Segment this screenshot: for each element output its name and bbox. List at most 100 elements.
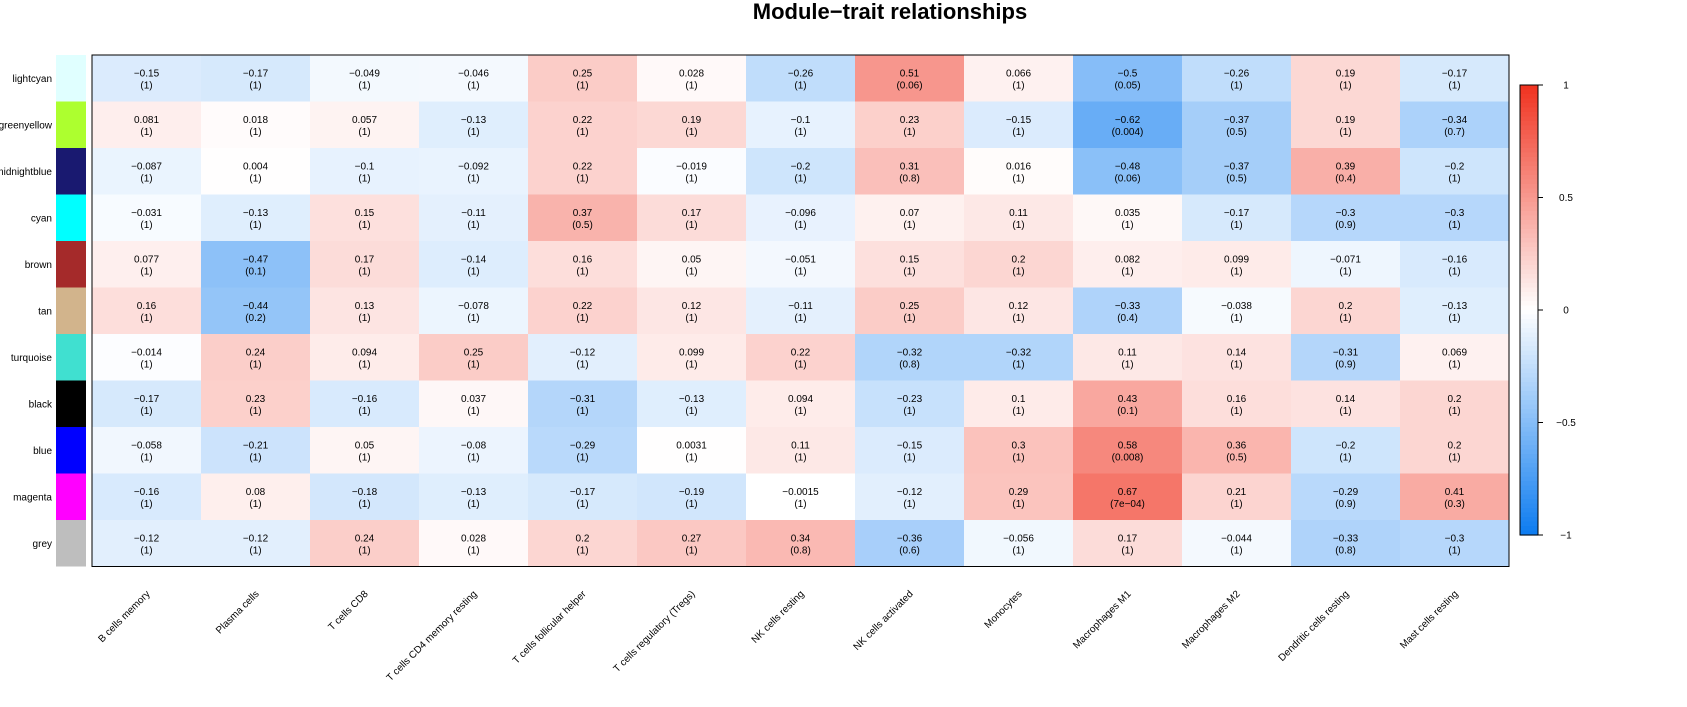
heatmap-cell (637, 101, 747, 149)
cell-pvalue: (7e−04) (1110, 499, 1145, 510)
row-label-grey: grey (33, 539, 52, 550)
cell-pvalue: (1) (1012, 406, 1024, 417)
cell-pvalue: (1) (467, 545, 479, 556)
cell-correlation: −0.18 (352, 487, 378, 498)
heatmap-cell (310, 194, 420, 242)
heatmap-cell (746, 55, 856, 102)
cell-correlation: 0.016 (1006, 161, 1031, 172)
colorbar-segment (1520, 175, 1538, 181)
cell-pvalue: (1) (467, 127, 479, 138)
heatmap-cell (92, 194, 202, 242)
cell-correlation: −0.056 (1003, 533, 1034, 544)
cell-correlation: −0.16 (134, 487, 160, 498)
cell-correlation: 0.17 (355, 254, 375, 265)
cell-correlation: 0.27 (682, 533, 702, 544)
heatmap-cell (528, 101, 638, 149)
colorbar-segment (1520, 107, 1538, 113)
cell-pvalue: (1) (1012, 499, 1024, 510)
cell-pvalue: (1) (1339, 313, 1351, 324)
cell-pvalue: (1) (576, 406, 588, 417)
colorbar-segment (1520, 287, 1538, 293)
heatmap-cell (855, 427, 965, 474)
cell-pvalue: (1) (1012, 173, 1024, 184)
heatmap-cell (746, 380, 856, 428)
module-swatch-turquoise (56, 334, 86, 381)
cell-pvalue: (1) (1448, 173, 1460, 184)
colorbar-segment (1520, 521, 1538, 527)
heatmap-cell (92, 427, 202, 474)
heatmap-cell (746, 101, 856, 149)
heatmap-cell (855, 380, 965, 428)
heatmap-cell (92, 334, 202, 381)
cell-pvalue: (1) (358, 406, 370, 417)
row-label-black: black (29, 399, 53, 410)
heatmap-cell (528, 334, 638, 381)
row-label-blue: blue (33, 446, 52, 457)
cell-correlation: 0.22 (573, 115, 593, 126)
cell-correlation: −0.087 (131, 161, 162, 172)
column-label: Dendritic cells resting (1277, 589, 1352, 664)
cell-correlation: −0.23 (897, 394, 923, 405)
cell-pvalue: (0.8) (1335, 545, 1356, 556)
cell-pvalue: (1) (576, 359, 588, 370)
heatmap-cell (1400, 473, 1510, 521)
cell-correlation: 0.24 (355, 533, 375, 544)
cell-pvalue: (1) (794, 359, 806, 370)
cell-correlation: −0.31 (1333, 347, 1359, 358)
heatmap-cell (1291, 55, 1401, 102)
colorbar-segment (1520, 409, 1538, 415)
colorbar-segment (1520, 472, 1538, 478)
heatmap-cell (310, 380, 420, 428)
cell-pvalue: (1) (794, 80, 806, 91)
heatmap-cell (964, 287, 1074, 335)
heatmap-cell (1182, 473, 1292, 521)
cell-pvalue: (1) (249, 545, 261, 556)
heatmap-cell (201, 194, 311, 242)
cell-pvalue: (1) (140, 127, 152, 138)
cell-pvalue: (1) (358, 359, 370, 370)
cell-pvalue: (1) (140, 545, 152, 556)
cell-correlation: −0.044 (1221, 533, 1252, 544)
cell-correlation: −0.13 (243, 208, 269, 219)
cell-correlation: −0.12 (134, 533, 160, 544)
heatmap-cell (964, 334, 1074, 381)
cell-pvalue: (1) (576, 313, 588, 324)
cell-pvalue: (1) (1230, 406, 1242, 417)
column-label: Monocytes (983, 589, 1025, 631)
heatmap-cell (310, 241, 420, 288)
heatmap-cell (1400, 194, 1510, 242)
cell-correlation: −0.16 (352, 394, 378, 405)
cell-correlation: 0.14 (1227, 347, 1247, 358)
cell-pvalue: (0.3) (1444, 499, 1465, 510)
heatmap-cell (1182, 101, 1292, 149)
heatmap-cell (528, 194, 638, 242)
cell-correlation: −0.038 (1221, 301, 1252, 312)
colorbar-segment (1520, 296, 1538, 302)
heatmap-cell (310, 55, 420, 102)
heatmap-cell (637, 334, 747, 381)
heatmap-cell (746, 427, 856, 474)
cell-pvalue: (1) (358, 173, 370, 184)
colorbar-segment (1520, 229, 1538, 235)
colorbar-segment (1520, 94, 1538, 100)
heatmap-cell (1400, 520, 1510, 567)
cell-correlation: 0.05 (682, 254, 702, 265)
module-swatch-blue (56, 427, 86, 474)
colorbar-segment (1520, 251, 1538, 257)
cell-pvalue: (1) (1339, 452, 1351, 463)
cell-pvalue: (1) (249, 127, 261, 138)
cell-pvalue: (1) (140, 452, 152, 463)
heatmap-cell (1073, 520, 1183, 567)
heatmap-cell (1073, 148, 1183, 195)
cell-pvalue: (1) (903, 127, 915, 138)
cell-pvalue: (1) (249, 406, 261, 417)
cell-correlation: −0.031 (131, 208, 162, 219)
cell-correlation: −0.36 (897, 533, 923, 544)
cell-correlation: −0.13 (461, 487, 487, 498)
plot-frame (91, 54, 1510, 567)
heatmap-cell (92, 55, 202, 102)
colorbar-segment (1520, 125, 1538, 131)
cell-correlation: −0.071 (1330, 254, 1361, 265)
module-swatch-cyan (56, 194, 86, 241)
